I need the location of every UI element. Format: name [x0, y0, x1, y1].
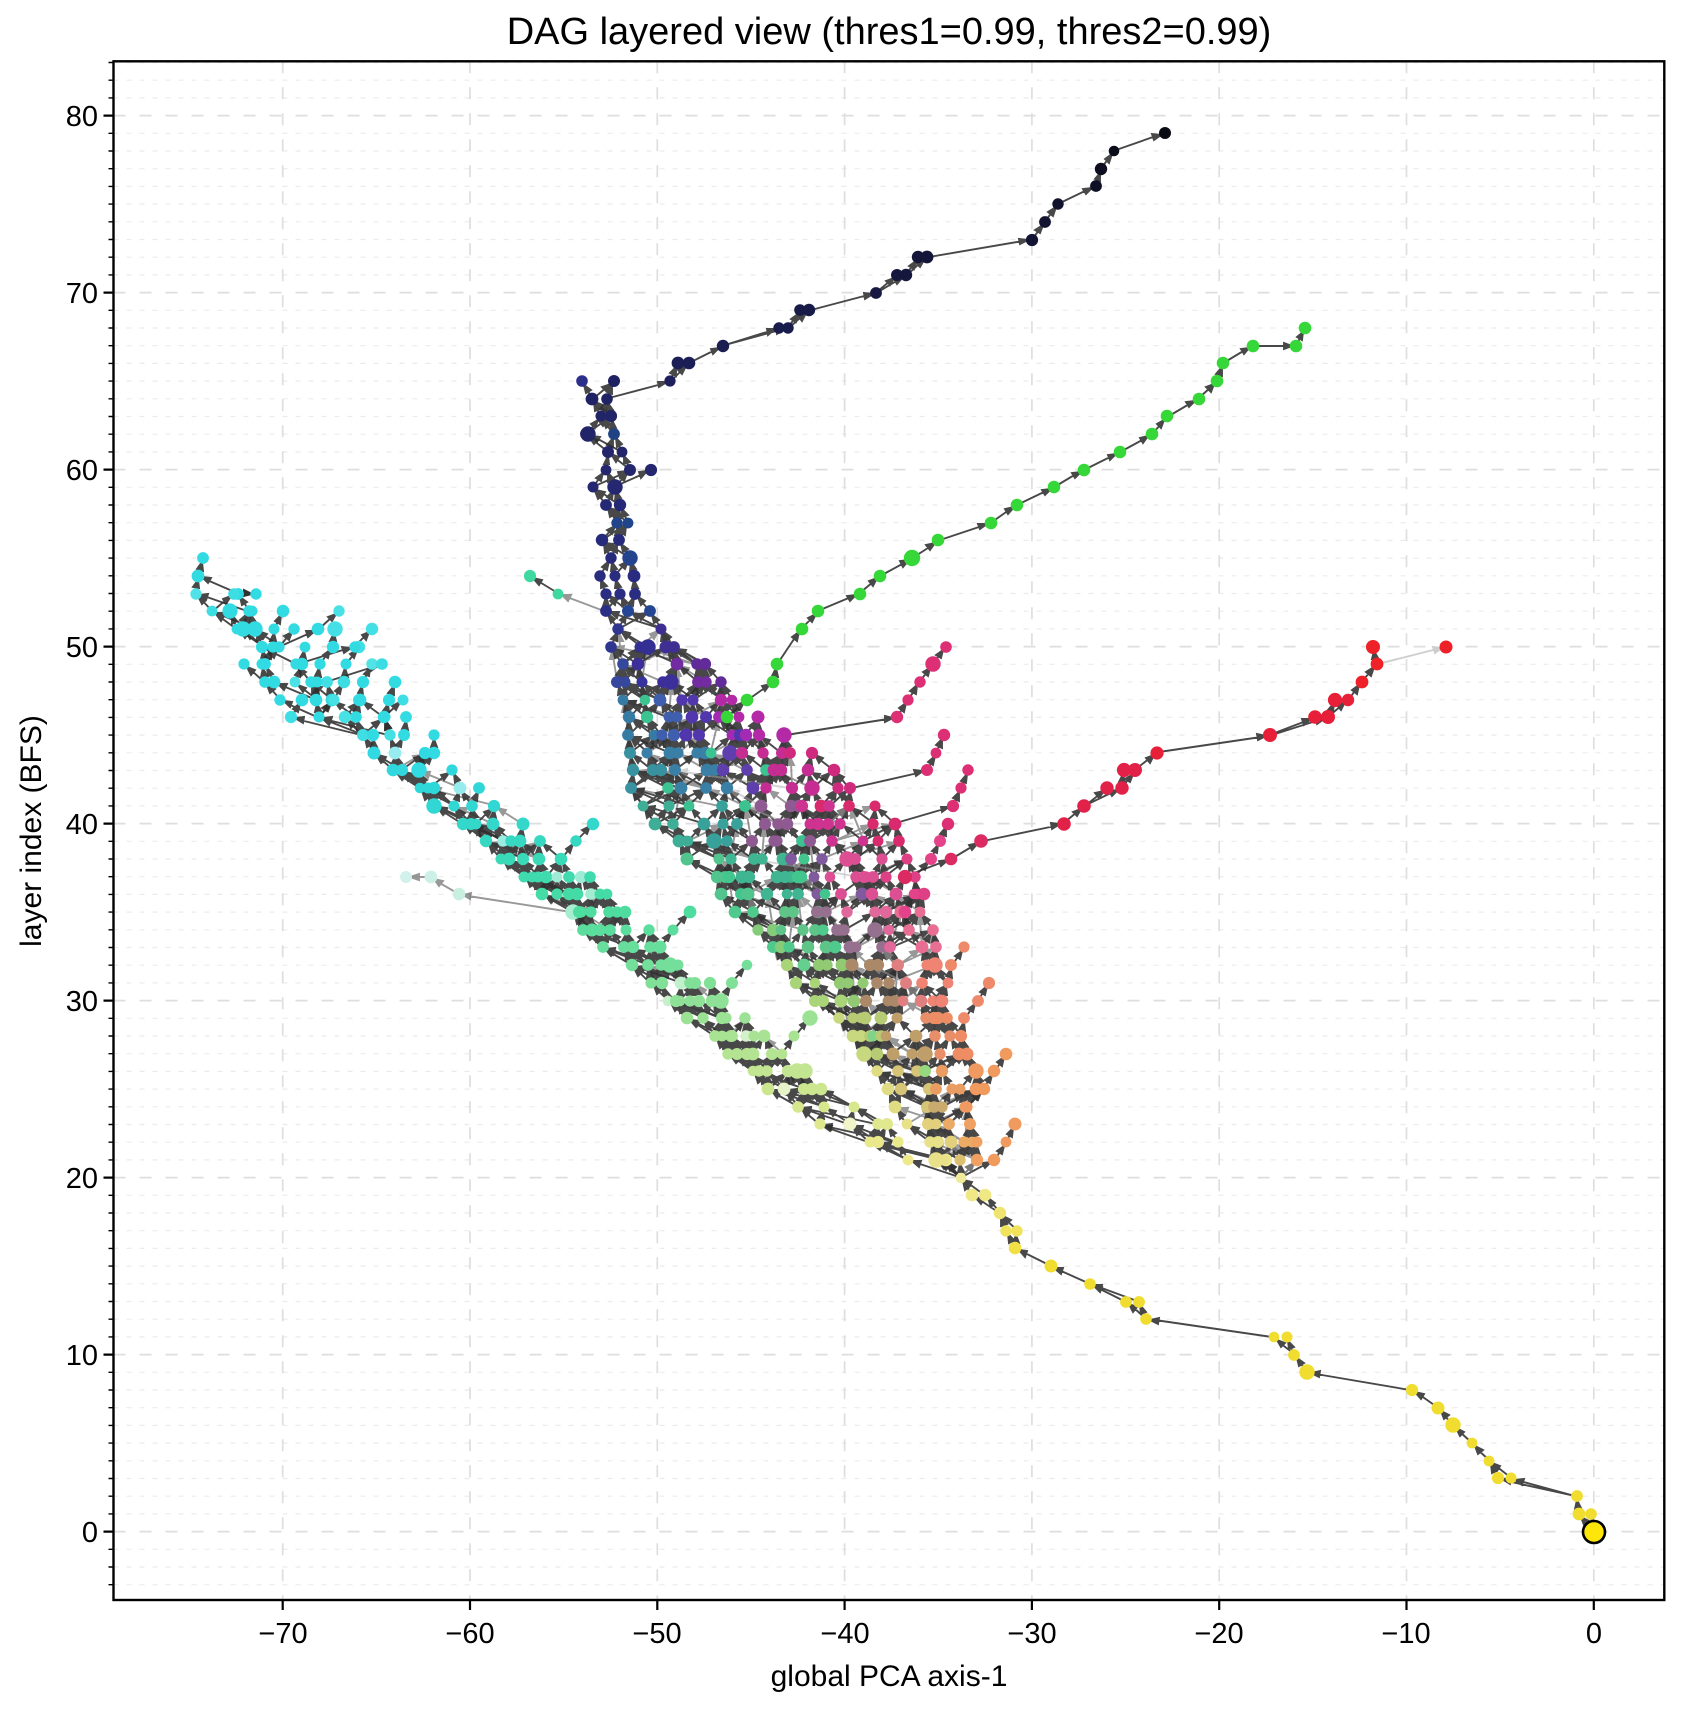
svg-text:−50: −50	[632, 1618, 681, 1650]
svg-text:20: 20	[66, 1163, 98, 1195]
svg-text:40: 40	[66, 809, 98, 841]
svg-text:layer index (BFS): layer index (BFS)	[15, 715, 48, 947]
svg-text:−10: −10	[1381, 1618, 1430, 1650]
svg-text:DAG layered view (thres1=0.99,: DAG layered view (thres1=0.99, thres2=0.…	[507, 11, 1272, 53]
svg-text:70: 70	[66, 278, 98, 310]
svg-text:−40: −40	[820, 1618, 869, 1650]
svg-text:10: 10	[66, 1340, 98, 1372]
svg-text:global PCA axis-1: global PCA axis-1	[771, 1660, 1008, 1693]
svg-text:−70: −70	[258, 1618, 307, 1650]
svg-text:−20: −20	[1194, 1618, 1243, 1650]
svg-text:50: 50	[66, 632, 98, 664]
svg-text:0: 0	[82, 1517, 98, 1549]
svg-text:−60: −60	[445, 1618, 494, 1650]
svg-text:0: 0	[1586, 1618, 1602, 1650]
svg-text:80: 80	[66, 101, 98, 133]
svg-text:60: 60	[66, 455, 98, 487]
svg-text:−30: −30	[1007, 1618, 1056, 1650]
svg-text:30: 30	[66, 986, 98, 1018]
